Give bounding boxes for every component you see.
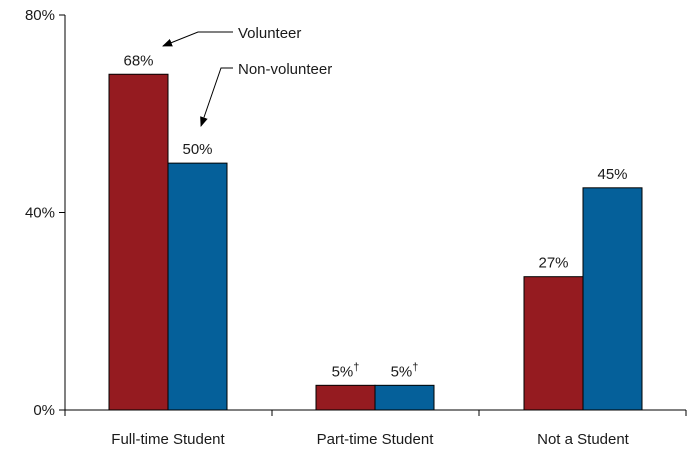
- y-tick-label: 0%: [33, 402, 55, 419]
- category-label: Not a Student: [537, 431, 630, 448]
- bar-non-volunteer: [167, 162, 228, 411]
- data-label: 68%: [123, 52, 153, 69]
- legend-label-volunteer: Volunteer: [238, 25, 301, 42]
- data-label: 27%: [538, 255, 568, 272]
- legend-leader-volunteer: [162, 31, 233, 47]
- bar-non-volunteer: [582, 187, 643, 411]
- bar-volunteer: [315, 384, 376, 411]
- bar-volunteer: [523, 276, 584, 411]
- data-label: 45%: [597, 166, 627, 183]
- category-label: Full-time Student: [111, 431, 225, 448]
- data-label: 5%†: [391, 361, 419, 380]
- legend-label-non-volunteer: Non-volunteer: [238, 61, 332, 78]
- data-label: 50%: [182, 141, 212, 158]
- footnote-marker: †: [353, 361, 359, 373]
- data-label: 5%†: [332, 361, 360, 380]
- bar-non-volunteer: [374, 384, 435, 411]
- footnote-marker: †: [412, 361, 418, 373]
- legend-leader-non-volunteer: [200, 67, 233, 127]
- category-label: Part-time Student: [317, 431, 435, 448]
- bar-volunteer: [108, 73, 169, 411]
- y-tick-label: 40%: [25, 205, 55, 222]
- plot-area: 0% 40% 80% Full-time Student Part-time Stude…: [25, 7, 687, 448]
- y-tick-label: 80%: [25, 7, 55, 24]
